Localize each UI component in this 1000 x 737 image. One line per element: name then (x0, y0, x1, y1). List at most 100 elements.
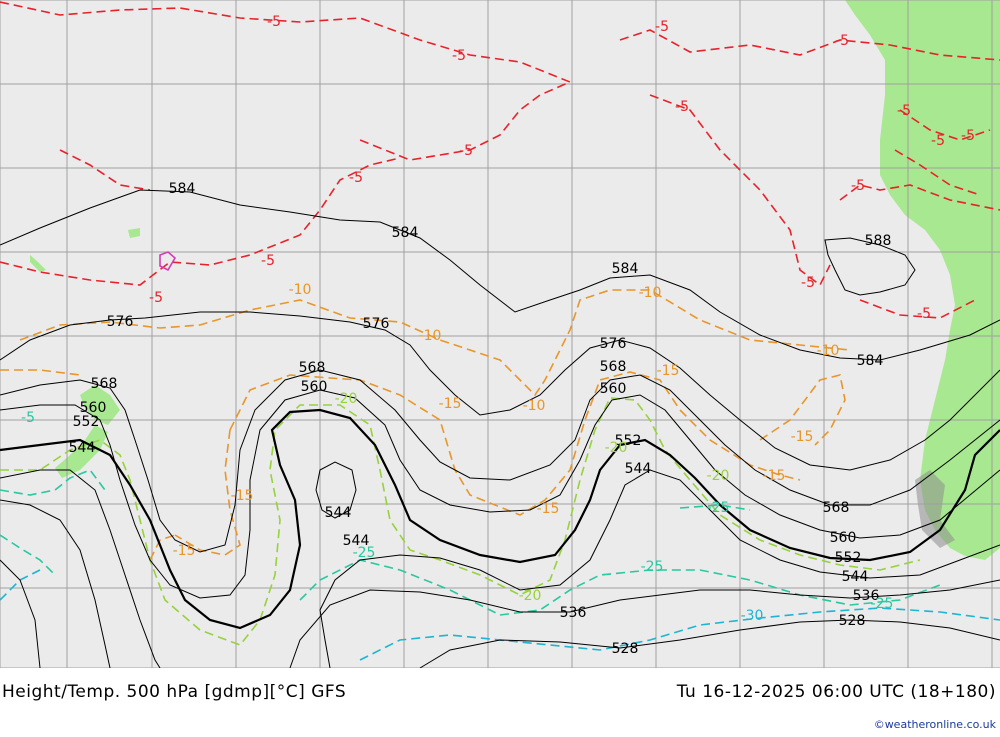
temp-contour--5 (0, 1, 573, 161)
height-contour-label: 560 (830, 530, 857, 546)
height-contour-label: 588 (865, 233, 892, 249)
height-contour-536 (0, 499, 111, 669)
height-contour-label: 544 (325, 505, 352, 521)
temperature-contour-label: -5 (961, 128, 975, 144)
new-zealand-north (80, 385, 120, 425)
temperature-contour-label: -25 (641, 559, 664, 575)
height-contour-536 (289, 579, 1000, 669)
height-contour-label: 560 (600, 381, 627, 397)
graticule (0, 0, 1000, 669)
temp-contour--25 (0, 534, 56, 576)
temperature-contour-label: -5 (917, 306, 931, 322)
height-contour-label: 560 (301, 379, 328, 395)
island (30, 255, 46, 272)
temp-contour--5-pink (159, 251, 177, 272)
height-contour-label: 568 (91, 376, 118, 392)
height-contour-label: 568 (600, 359, 627, 375)
height-contour-label: 568 (299, 360, 326, 376)
height-contour-label: 576 (363, 316, 390, 332)
temp-contour--5 (59, 149, 151, 191)
footer-bg (0, 668, 1000, 733)
temperature-contour-label: -20 (707, 468, 730, 484)
temp-contour--5 (899, 109, 991, 141)
temp-contour--5 (619, 29, 1000, 61)
temp-contour--5 (839, 184, 1000, 211)
height-contour-label: 536 (560, 605, 587, 621)
temperature-contour-label: -5 (21, 410, 35, 426)
height-contour-544-loop (315, 461, 357, 519)
temperature-contour-label: -15 (763, 468, 786, 484)
temperature-contour-label: -5 (675, 99, 689, 115)
temperature-contour-label: -5 (349, 170, 363, 186)
temperature-contour-label: -5 (897, 103, 911, 119)
temperature-contour-label: -5 (149, 290, 163, 306)
height-contour-544 (319, 469, 1000, 669)
temp-contour--5 (894, 149, 981, 196)
height-contour-576 (0, 311, 1000, 471)
temp-contour--25 (679, 504, 751, 511)
temperature-contour-label: -15 (173, 543, 196, 559)
temp-contour--10 (19, 289, 851, 397)
temperature-contour-label: -5 (851, 178, 865, 194)
temperature-contour-label: -25 (871, 596, 894, 612)
temperature-contour-label: -20 (605, 440, 628, 456)
ocean (0, 0, 1000, 668)
height-contour-528 (0, 559, 41, 669)
temperature-contour-label: -25 (353, 545, 376, 561)
temp-contour--25 (0, 469, 106, 496)
temp-contour--25 (299, 559, 941, 616)
height-contour-584 (0, 189, 1000, 361)
height-contour-label: 528 (612, 641, 639, 657)
temperature-contour-label: -10 (289, 282, 312, 298)
temperature-contour-label: -10 (419, 328, 442, 344)
height-contour-label: 560 (80, 400, 107, 416)
temperature-contour-label: -5 (801, 275, 815, 291)
height-contour-label: 584 (169, 181, 196, 197)
temp-contour--5 (859, 299, 976, 319)
map-timestamp: Tu 16-12-2025 06:00 UTC (18+180) (676, 682, 996, 702)
height-contour-label: 584 (392, 225, 419, 241)
height-contour-label: 544 (69, 440, 96, 456)
temperature-contour-label: -15 (657, 363, 680, 379)
temp-contour--15 (759, 374, 846, 446)
height-contour-label: 552 (615, 433, 642, 449)
credit-link[interactable]: ©weatheronline.co.uk (874, 718, 997, 731)
height-contour-label: 568 (823, 500, 850, 516)
temp-contour--20 (0, 397, 921, 646)
patagonia-islands (915, 470, 955, 548)
height-contour-label: 552 (73, 414, 100, 430)
height-contour-552 (0, 408, 1000, 630)
height-contour-528 (419, 619, 1000, 669)
height-contour-544 (0, 469, 161, 669)
height-contour-568 (0, 369, 1000, 553)
temperature-contour-label: -10 (817, 343, 840, 359)
height-contour-588 (824, 237, 916, 296)
temperature-contour-label: -5 (452, 48, 466, 64)
height-contour-label: 584 (857, 353, 884, 369)
height-contour-label: 576 (107, 314, 134, 330)
temperature-contour-label: -5 (835, 33, 849, 49)
temp-contour--30 (359, 607, 1000, 661)
temperature-contour-label: -15 (439, 396, 462, 412)
temperature-contour-label: -5 (931, 133, 945, 149)
temperature-contour-label: -5 (261, 253, 275, 269)
temp-contour--15 (174, 429, 241, 556)
height-contours (0, 189, 1000, 669)
temperature-contour-label: -5 (267, 14, 281, 30)
temp-contour--5 (649, 94, 831, 287)
temp-contour--15 (149, 534, 176, 561)
temperature-contour-label: -10 (639, 285, 662, 301)
temperature-contour-label: -15 (791, 429, 814, 445)
temperature-contour-label: -25 (707, 500, 730, 516)
map-title: Height/Temp. 500 hPa [gdmp][°C] GFS (2, 682, 346, 702)
temperature-contours (0, 1, 1000, 661)
height-contour-label: 528 (839, 613, 866, 629)
temperature-contour-label: -20 (335, 391, 358, 407)
height-contour-label: 552 (835, 550, 862, 566)
temperature-contour-label: -10 (523, 398, 546, 414)
new-zealand-south (55, 425, 108, 478)
temperature-contour-label: -30 (741, 608, 764, 624)
temp-contour--5 (0, 157, 401, 286)
height-contour-label: 544 (343, 533, 370, 549)
